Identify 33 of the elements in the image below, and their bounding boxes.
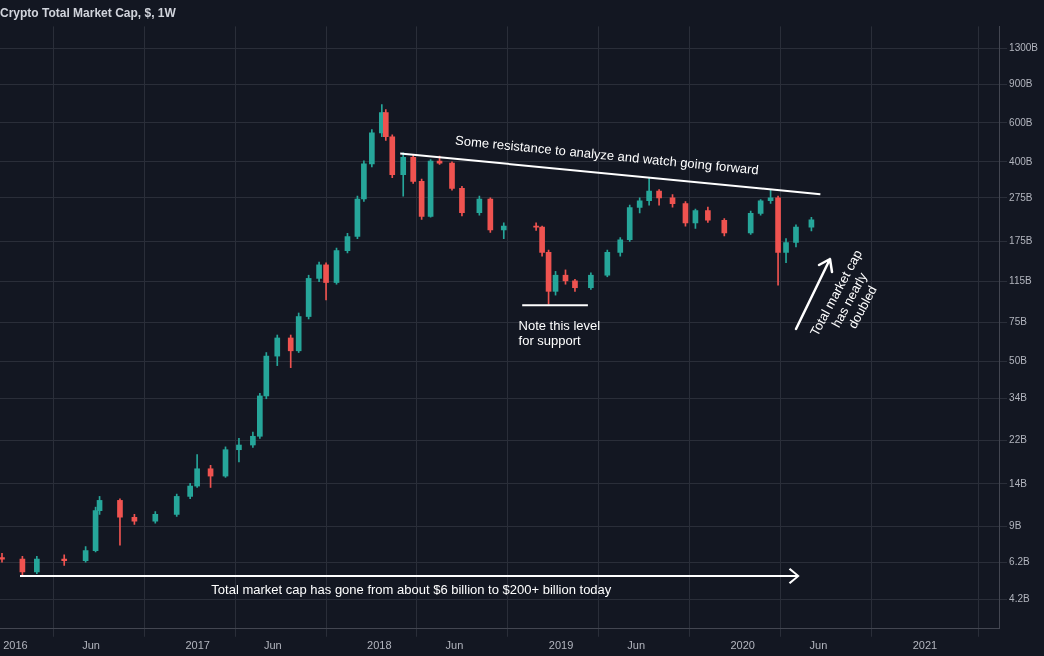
y-tick-label: 115B [1009, 275, 1033, 287]
x-tick-label: Jun [82, 639, 100, 652]
chart-title: Crypto Total Market Cap, $, 1W [0, 5, 177, 20]
y-tick-label: 275B [1009, 191, 1033, 203]
candlestick [61, 554, 68, 566]
y-tick-label: 4.2B [1009, 593, 1030, 605]
x-tick-label: 2017 [185, 639, 210, 652]
x-tick-label: Jun [263, 639, 282, 652]
y-tick-label: 22B [1009, 434, 1028, 446]
x-tick-label: 2021 [912, 639, 938, 652]
x-tick-label: Jun [445, 639, 464, 652]
x-tick-label: 2020 [730, 639, 755, 652]
y-tick-label: 14B [1009, 477, 1028, 489]
candlestick [0, 553, 5, 563]
annotation: Total market cap has gone from about $6 billion to $200+ billion today [211, 581, 612, 597]
y-tick-label: 34B [1009, 392, 1028, 404]
x-tick-label: 2016 [3, 639, 28, 652]
y-tick-label: 75B [1009, 316, 1028, 328]
y-tick-label: 6.2B [1009, 555, 1030, 567]
x-tick-label: 2019 [548, 639, 574, 652]
y-tick-label: 9B [1009, 520, 1022, 532]
y-tick-label: 1300B [1009, 42, 1039, 54]
y-tick-label: 900B [1009, 77, 1033, 89]
candlestick [236, 438, 242, 463]
y-tick-label: 50B [1009, 355, 1028, 367]
x-tick-label: Jun [809, 639, 828, 652]
annotation: Some resistance to analyze and watch going forward [454, 132, 760, 178]
y-tick-label: 175B [1009, 235, 1033, 247]
y-tick-label: 600B [1009, 116, 1033, 128]
x-tick-label: Jun [627, 639, 646, 652]
annotation: Note this level for support [518, 317, 601, 348]
y-tick-label: 400B [1009, 155, 1033, 167]
x-tick-label: 2018 [367, 639, 392, 652]
